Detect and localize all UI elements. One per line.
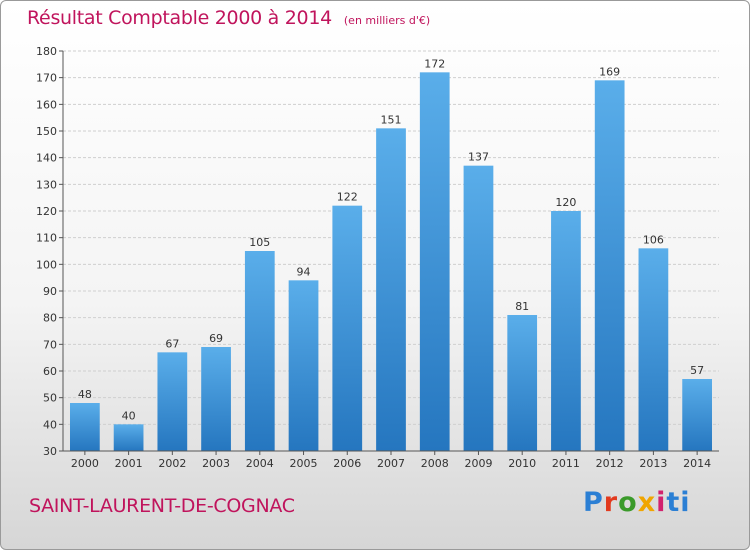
y-tick-label: 150 xyxy=(36,125,57,138)
chart-subtitle: (en milliers d'€) xyxy=(343,14,431,27)
x-tick-label-2006: 2006 xyxy=(333,457,361,470)
x-tick-label-2010: 2010 xyxy=(508,457,536,470)
y-tick-label: 80 xyxy=(43,312,57,325)
y-tick-label: 90 xyxy=(43,285,57,298)
value-label-2012: 169 xyxy=(599,65,620,78)
y-tick-label: 180 xyxy=(36,45,57,58)
value-label-2004: 105 xyxy=(249,236,270,249)
logo-letter: o xyxy=(618,487,638,518)
bar-2006 xyxy=(332,205,363,451)
x-tick-label-2014: 2014 xyxy=(683,457,711,470)
y-tick-label: 100 xyxy=(36,258,57,271)
y-tick-label: 50 xyxy=(43,392,57,405)
bar-2009 xyxy=(463,165,494,451)
x-tick-label-2009: 2009 xyxy=(464,457,492,470)
logo-letter: r xyxy=(603,487,619,518)
value-label-2013: 106 xyxy=(643,233,664,246)
bar-2014 xyxy=(682,379,713,451)
value-label-2005: 94 xyxy=(297,265,311,278)
value-label-2002: 67 xyxy=(165,337,179,350)
value-labels: 48 40 67 69 105 94 122 151 172 137 81 120 169 106 57 xyxy=(78,57,704,422)
x-tick-label-2007: 2007 xyxy=(377,457,405,470)
x-tick-label-2002: 2002 xyxy=(158,457,186,470)
axes: 30 40 50 60 70 80 90 100 110 120 130 140 150 160 170 18… xyxy=(36,45,719,470)
y-tick-label: 60 xyxy=(43,365,57,378)
value-label-2001: 40 xyxy=(122,409,136,422)
x-tick-label-2012: 2012 xyxy=(596,457,624,470)
y-tick-label: 40 xyxy=(43,418,57,431)
x-tick-label-2008: 2008 xyxy=(421,457,449,470)
y-tick-label: 120 xyxy=(36,205,57,218)
bar-2003 xyxy=(201,347,231,451)
x-tick-label-2001: 2001 xyxy=(115,457,143,470)
x-tick-label-2003: 2003 xyxy=(202,457,230,470)
y-tick-label: 70 xyxy=(43,338,57,351)
bar-2010 xyxy=(507,315,538,451)
y-tick-label: 30 xyxy=(43,445,57,458)
proxiti-logo[interactable]: Proxiti xyxy=(583,487,691,518)
chart-title: Résultat Comptable 2000 à 2014 xyxy=(27,7,332,29)
x-tick-label-2011: 2011 xyxy=(552,457,580,470)
y-tick-label: 110 xyxy=(36,232,57,245)
y-tick-label: 160 xyxy=(36,98,57,111)
bar-2004 xyxy=(244,251,275,451)
bar-2000 xyxy=(69,403,100,451)
value-label-2011: 120 xyxy=(555,196,576,209)
bar-2007 xyxy=(376,128,406,451)
value-label-2008: 172 xyxy=(424,57,445,70)
x-tick-label-2000: 2000 xyxy=(71,457,99,470)
value-label-2003: 69 xyxy=(209,332,223,345)
bar-2011 xyxy=(551,211,581,451)
logo-letter: P xyxy=(583,487,604,518)
value-label-2009: 137 xyxy=(468,151,489,164)
value-label-2006: 122 xyxy=(337,191,358,204)
bar-2001 xyxy=(113,424,144,451)
bar-2005 xyxy=(288,280,319,451)
y-tick-label: 130 xyxy=(36,178,57,191)
bar-2013 xyxy=(638,248,669,451)
value-label-2014: 57 xyxy=(690,364,704,377)
y-tick-label: 170 xyxy=(36,72,57,85)
bar-2002 xyxy=(157,352,188,451)
logo-letter: ti xyxy=(666,487,691,518)
value-label-2000: 48 xyxy=(78,388,92,401)
commune-name: SAINT-LAURENT-DE-COGNAC xyxy=(29,495,295,517)
title-block: Résultat Comptable 2000 à 2014 (en milli… xyxy=(27,7,430,29)
value-label-2007: 151 xyxy=(381,113,402,126)
x-tick-label-2013: 2013 xyxy=(639,457,667,470)
x-tick-label-2005: 2005 xyxy=(290,457,318,470)
bar-2008 xyxy=(419,72,450,451)
x-tick-label-2004: 2004 xyxy=(246,457,274,470)
logo-letter: x xyxy=(637,487,657,518)
bars xyxy=(69,72,713,451)
y-tick-label: 140 xyxy=(36,152,57,165)
logo-letter: i xyxy=(656,487,667,518)
bar-2012 xyxy=(594,80,625,451)
value-label-2010: 81 xyxy=(515,300,529,313)
